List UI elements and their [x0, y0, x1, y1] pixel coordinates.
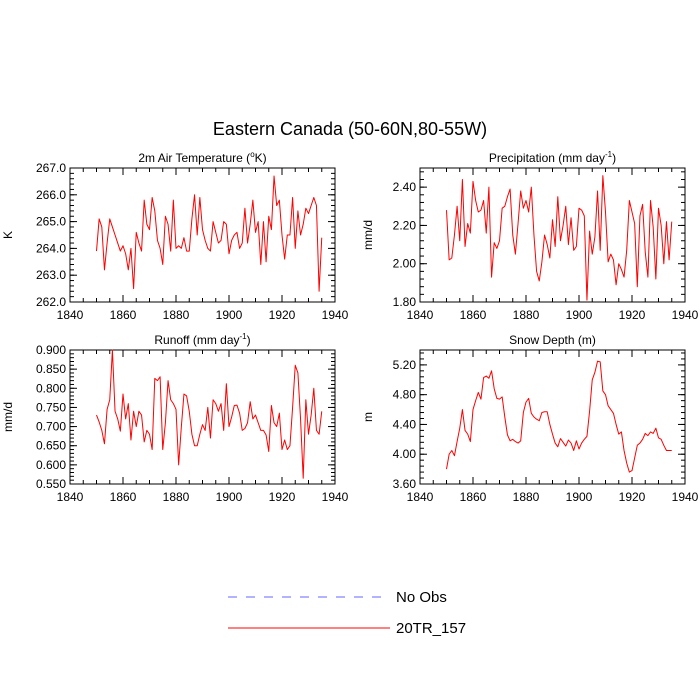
x-tick-label: 1860: [460, 490, 487, 504]
y-tick-label: 4.00: [393, 447, 417, 461]
panel-title: 2m Air Temperature (oK): [138, 150, 266, 165]
y-tick-label: 3.60: [393, 477, 417, 491]
y-tick-label: 0.650: [36, 439, 66, 453]
x-tick-label: 1840: [57, 308, 84, 322]
figure-title: Eastern Canada (50-60N,80-55W): [213, 119, 487, 139]
series-line-20TR_157: [96, 349, 323, 479]
x-tick-label: 1860: [110, 308, 137, 322]
series-line-20TR_157: [446, 360, 672, 473]
x-tick-label: 1900: [216, 308, 243, 322]
y-tick-label: 0.850: [36, 362, 66, 376]
y-tick-label: 1.80: [393, 295, 417, 309]
y-tick-label: 2.00: [393, 257, 417, 271]
x-tick-label: 1900: [216, 490, 243, 504]
panel-title: Snow Depth (m): [509, 333, 596, 347]
x-tick-label: 1840: [407, 308, 434, 322]
y-tick-label: 2.20: [393, 218, 417, 232]
x-tick-label: 1860: [110, 490, 137, 504]
panel-3: Runoff (mm day-1) 1840 1860 1880 1900 1920 194…: [1, 332, 349, 504]
y-tick-label: 263.0: [36, 268, 66, 282]
y-tick-label: 0.900: [36, 343, 66, 357]
y-tick-label: 0.750: [36, 400, 66, 414]
y-tick-label: 4.80: [393, 388, 417, 402]
panel-title: Runoff (mm day-1): [154, 332, 250, 347]
x-tick-label: 1900: [566, 308, 593, 322]
x-tick-label: 1880: [513, 308, 540, 322]
x-tick-label: 1900: [566, 490, 593, 504]
y-tick-label: 0.700: [36, 420, 66, 434]
y-tick-label: 0.550: [36, 477, 66, 491]
x-tick-label: 1940: [322, 308, 349, 322]
x-tick-label: 1840: [57, 490, 84, 504]
y-tick-label: 267.0: [36, 161, 66, 175]
x-tick-label: 1840: [407, 490, 434, 504]
x-tick-label: 1860: [460, 308, 487, 322]
y-tick-label: 265.0: [36, 215, 66, 229]
x-tick-label: 1880: [513, 490, 540, 504]
x-tick-label: 1920: [269, 308, 296, 322]
y-axis-label: m: [361, 412, 375, 422]
legend-label: No Obs: [396, 589, 447, 606]
legend: No Obs 20TR_157: [228, 589, 466, 637]
y-tick-label: 5.20: [393, 358, 417, 372]
x-tick-label: 1920: [619, 490, 646, 504]
x-tick-label: 1880: [163, 490, 190, 504]
x-tick-label: 1920: [269, 490, 296, 504]
series-line-20TR_157: [96, 175, 323, 292]
series-line-20TR_157: [446, 175, 673, 301]
y-tick-label: 4.40: [393, 417, 417, 431]
x-tick-label: 1940: [322, 490, 349, 504]
panel-title: Precipitation (mm day-1): [489, 150, 616, 165]
legend-label: 20TR_157: [396, 620, 466, 637]
x-tick-label: 1920: [619, 308, 646, 322]
plot-frame: [419, 349, 686, 485]
y-axis-label: mm/d: [361, 220, 375, 250]
y-tick-label: 262.0: [36, 295, 66, 309]
panel-4: Snow Depth (m) 1840 1860 1880 1900 1920 1940 3.…: [361, 333, 699, 504]
y-tick-label: 0.600: [36, 458, 66, 472]
y-tick-label: 2.40: [393, 180, 417, 194]
x-tick-label: 1940: [672, 490, 699, 504]
x-tick-label: 1940: [672, 308, 699, 322]
y-axis-label: mm/d: [1, 402, 15, 432]
y-tick-label: 0.800: [36, 381, 66, 395]
y-tick-label: 266.0: [36, 188, 66, 202]
y-tick-label: 264.0: [36, 241, 66, 255]
plot-frame: [69, 167, 336, 303]
x-tick-label: 1880: [163, 308, 190, 322]
y-axis-label: K: [1, 231, 15, 239]
panel-1: 2m Air Temperature (oK) 1840 1860 1880 1900 1…: [1, 150, 349, 322]
panel-2: Precipitation (mm day-1) 1840 1860 1880 1900…: [361, 150, 699, 322]
